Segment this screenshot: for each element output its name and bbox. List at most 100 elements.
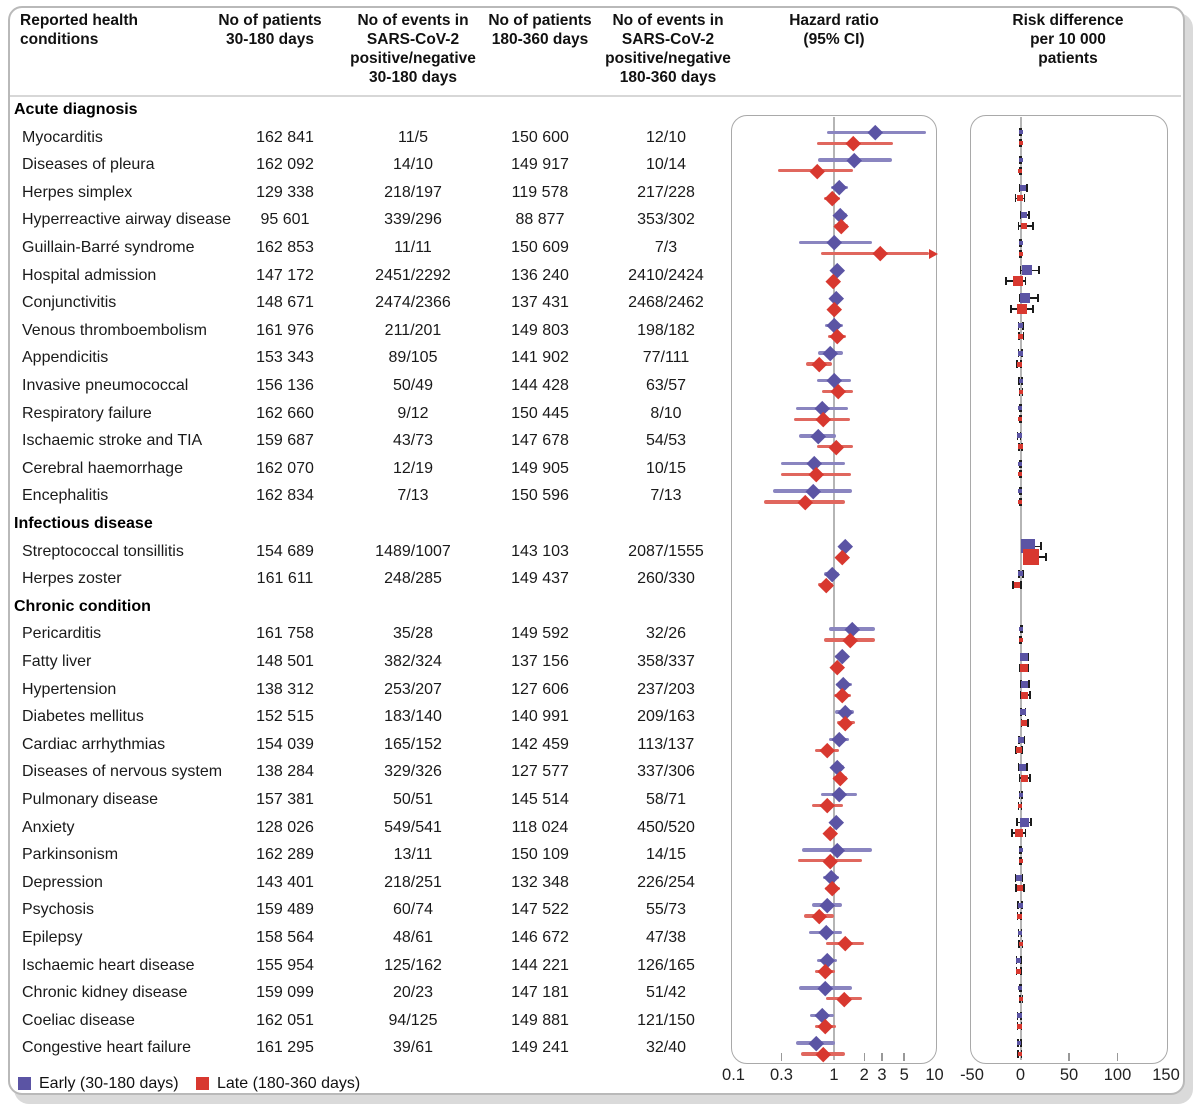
legend-late-label: Late (180-360 days) — [217, 1075, 361, 1092]
rd-point-square — [1018, 417, 1023, 422]
rd-point-square — [1018, 638, 1023, 642]
events-early-value: 183/140 — [384, 708, 442, 726]
events-early-value: 218/197 — [384, 183, 442, 201]
rd-ci-cap — [1018, 183, 1021, 192]
patients-early-value: 128 026 — [256, 818, 314, 836]
rd-point-square — [1018, 168, 1023, 173]
patients-early-value: 162 289 — [256, 846, 314, 864]
section-header: Chronic condition — [14, 597, 151, 615]
events-late-value: 237/203 — [637, 680, 695, 698]
rd-point-square — [1020, 817, 1030, 827]
events-late-value: 10/15 — [645, 459, 687, 477]
rd-point-square — [1017, 1041, 1022, 1046]
events-early-value: 13/11 — [393, 846, 433, 864]
condition-label: Cerebral haemorrhage — [22, 459, 183, 477]
patients-early-value: 159 489 — [256, 901, 314, 919]
patients-late-value: 150 600 — [511, 128, 569, 146]
hazard-axis-tick-label: 10 — [925, 1066, 944, 1084]
patients-late-value: 119 578 — [511, 183, 569, 201]
events-late-value: 10/14 — [645, 156, 687, 174]
patients-late-value: 137 156 — [511, 653, 569, 670]
events-late-value: 113/137 — [637, 735, 695, 753]
rd-ci-cap — [1018, 293, 1021, 302]
rd-ci-cap — [1037, 293, 1039, 302]
rd-point-square — [1018, 500, 1023, 504]
patients-early-value: 161 295 — [256, 1039, 314, 1057]
rd-ci-cap — [1023, 884, 1025, 893]
rd-point-square — [1017, 195, 1023, 202]
patients-early-value: 138 284 — [256, 763, 314, 781]
column-header-risk-difference: Risk difference per 10 000 patients — [1012, 12, 1124, 67]
rd-point-square — [1018, 941, 1023, 946]
figure-card — [8, 6, 1185, 1095]
rd-point-square — [1021, 212, 1028, 219]
condition-label: Respiratory failure — [22, 404, 152, 422]
rd-point-square — [1017, 902, 1023, 908]
patients-early-value: 162 841 — [256, 128, 314, 146]
events-early-value: 60/74 — [392, 901, 434, 919]
condition-label: Streptococcal tonsillitis — [22, 542, 184, 560]
rd-ci-cap — [1017, 222, 1020, 230]
rd-point-square — [1018, 378, 1023, 383]
risk-axis-tick-label: 150 — [1152, 1066, 1180, 1084]
patients-late-value: 136 240 — [511, 266, 569, 284]
events-early-value: 248/285 — [384, 570, 442, 588]
events-early-value: 549/541 — [384, 818, 442, 836]
rd-point-square — [1016, 433, 1022, 439]
rd-ci-cap — [1020, 580, 1022, 589]
patients-late-value: 140 991 — [511, 708, 569, 726]
risk-axis-tick — [1116, 1053, 1119, 1061]
events-early-value: 12/19 — [392, 459, 434, 477]
rd-ci-cap — [1011, 580, 1014, 589]
events-early-value: 1489/1007 — [375, 542, 451, 560]
rd-ci-cap — [1014, 194, 1017, 203]
events-late-value: 198/182 — [637, 321, 695, 339]
condition-label: Diseases of nervous system — [22, 763, 223, 781]
section-header: Infectious disease — [14, 515, 153, 532]
column-header-events-late: No of events in SARS-CoV-2 positive/nega… — [605, 12, 731, 86]
events-late-value: 121/150 — [637, 1011, 695, 1029]
events-late-value: 32/26 — [645, 625, 687, 643]
events-early-value: 253/207 — [384, 680, 442, 698]
patients-early-value: 161 611 — [256, 570, 314, 588]
condition-label: Hypertension — [22, 680, 117, 698]
rd-point-square — [1016, 747, 1023, 754]
rd-point-square — [1018, 240, 1023, 245]
rd-point-square — [1020, 184, 1027, 191]
rd-point-square — [1017, 350, 1023, 356]
patients-early-value: 154 039 — [256, 735, 314, 753]
rd-point-square — [1021, 223, 1028, 229]
rd-point-square — [1020, 774, 1028, 782]
column-header-patients-late: No of patients 180-360 days — [488, 12, 592, 48]
rd-point-square — [1018, 847, 1023, 852]
rd-ci-cap — [1028, 774, 1031, 782]
events-early-value: 39/61 — [392, 1039, 434, 1057]
patients-late-value: 144 221 — [511, 956, 569, 974]
rd-ci-cap — [1026, 183, 1029, 192]
patients-late-value: 150 596 — [511, 487, 569, 505]
events-early-value: 2474/2366 — [375, 294, 451, 312]
rd-ci-cap — [1032, 222, 1034, 230]
rd-ci-cap — [1017, 763, 1020, 772]
patients-early-value: 162 660 — [256, 404, 314, 422]
patients-early-value: 153 343 — [256, 349, 314, 367]
hazard-axis-tick — [780, 1053, 783, 1061]
events-late-value: 55/73 — [645, 901, 687, 919]
risk-axis-tick-label: 50 — [1059, 1066, 1079, 1084]
rd-ci-cap — [1030, 818, 1032, 827]
risk-axis-tick-label: 100 — [1103, 1066, 1132, 1084]
events-late-value: 12/10 — [645, 128, 687, 146]
rd-ci-cap — [1044, 553, 1047, 562]
rd-point-square — [1018, 930, 1022, 935]
events-late-value: 450/520 — [637, 818, 695, 836]
events-early-value: 339/296 — [384, 211, 442, 229]
events-late-value: 358/337 — [637, 653, 695, 670]
patients-early-value: 156 136 — [256, 377, 314, 394]
patients-early-value: 148 671 — [256, 294, 314, 312]
risk-axis-tick-label: 0 — [1015, 1066, 1026, 1084]
patients-early-value: 162 051 — [256, 1011, 314, 1029]
hazard-axis-tick-label: 2 — [859, 1066, 869, 1084]
patients-late-value: 150 109 — [511, 846, 569, 864]
rd-ci-cap — [1010, 304, 1012, 313]
rd-point-square — [1018, 472, 1023, 477]
